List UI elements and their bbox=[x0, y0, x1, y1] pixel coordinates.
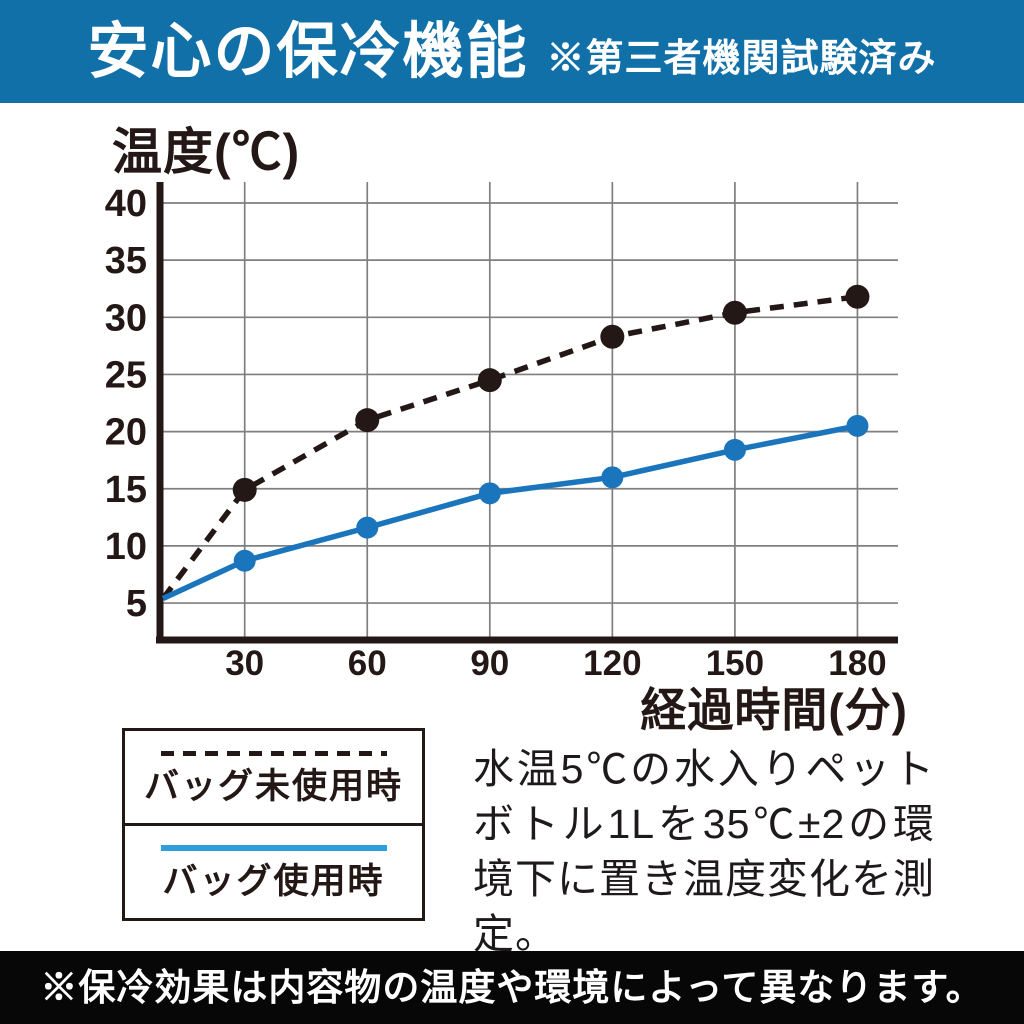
data-point bbox=[722, 300, 747, 325]
data-point bbox=[477, 368, 502, 393]
measurement-conditions-text: 水温5℃の水入りペットボトル1Lを35℃±2の環境下に置き温度変化を測定。 bbox=[473, 746, 935, 957]
y-tick-label: 5 bbox=[126, 583, 147, 625]
x-axis-title: 経過時間(分) bbox=[640, 684, 908, 736]
chart-legend: バッグ未使用時 バッグ使用時 bbox=[122, 728, 425, 921]
x-tick-label: 150 bbox=[706, 644, 764, 683]
data-point bbox=[233, 549, 256, 572]
footer-disclaimer: ※保冷効果は内容物の温度や環境によって異なります。 bbox=[40, 967, 984, 1008]
x-tick-label: 90 bbox=[470, 644, 509, 683]
legend-label: バッグ使用時 bbox=[162, 862, 385, 901]
data-point bbox=[600, 324, 625, 349]
y-tick-label: 35 bbox=[105, 240, 147, 282]
data-point bbox=[355, 408, 380, 433]
x-tick-label: 120 bbox=[583, 644, 641, 683]
y-axis-title: 温度(℃) bbox=[112, 124, 301, 180]
data-point bbox=[845, 284, 870, 309]
solid-line-sample bbox=[160, 845, 387, 851]
data-point bbox=[723, 438, 746, 461]
dashed-line-sample bbox=[160, 750, 387, 756]
legend-label: バッグ未使用時 bbox=[143, 766, 403, 806]
data-point bbox=[601, 466, 624, 489]
x-tick-label: 180 bbox=[828, 644, 886, 683]
page-title-note: ※第三者機関試験済み bbox=[546, 37, 937, 80]
page-title: 安心の保冷機能 bbox=[87, 17, 529, 85]
y-tick-label: 40 bbox=[105, 183, 147, 225]
y-tick-label: 25 bbox=[105, 354, 147, 396]
series-line-solid bbox=[161, 423, 858, 601]
y-tick-label: 20 bbox=[105, 412, 147, 454]
x-tick-label: 60 bbox=[348, 644, 387, 683]
header-banner: 安心の保冷機能 ※第三者機関試験済み bbox=[0, 0, 1024, 103]
legend-item-bag-unused: バッグ未使用時 bbox=[125, 731, 422, 823]
x-tick-label: 30 bbox=[225, 644, 264, 683]
data-point bbox=[478, 482, 501, 505]
data-point bbox=[846, 414, 869, 437]
y-tick-label: 30 bbox=[105, 297, 147, 339]
y-tick-label: 10 bbox=[105, 526, 147, 568]
y-tick-label: 15 bbox=[105, 469, 147, 511]
data-point bbox=[356, 516, 379, 539]
footer-banner: ※保冷効果は内容物の温度や環境によって異なります。 bbox=[0, 951, 1024, 1024]
legend-item-bag-used: バッグ使用時 bbox=[125, 823, 422, 918]
data-point bbox=[232, 477, 257, 502]
